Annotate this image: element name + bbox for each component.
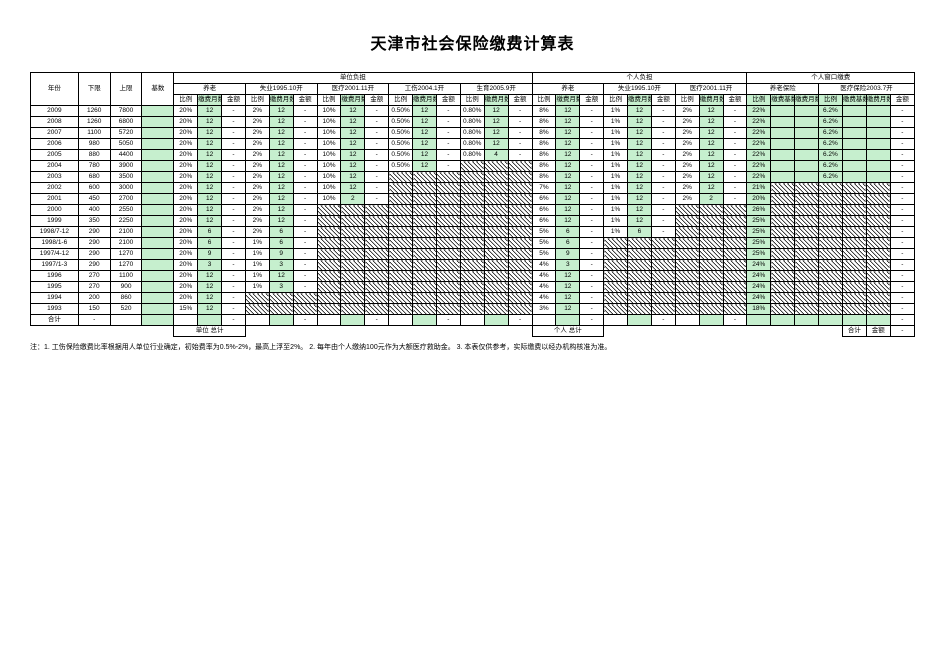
table-row: 2000400255020%12-2%12-6%12-1%12-26%- <box>31 205 915 216</box>
col-year: 年份 <box>31 73 79 106</box>
table-row: 2004780390020%12-2%12-10%12-0.50%12-8%12… <box>31 161 915 172</box>
table-row: 1999350225020%12-2%12-6%12-1%12-25%- <box>31 216 915 227</box>
group-unit: 单位负担 <box>174 73 532 84</box>
col-base: 基数 <box>142 73 174 106</box>
footnote: 注：1. 工伤保险缴费比率根据用人单位行业确定，初始费率为0.5%-2%，最高上… <box>30 343 915 354</box>
table-row: 1998/7-12290210020%6-2%6-5%6-1%6-25%- <box>31 227 915 238</box>
table-row: 1997/4-12290127020%9-1%9-5%9-25%- <box>31 249 915 260</box>
group-personal: 个人负担 <box>532 73 747 84</box>
table-row: 20091260780020%12-2%12-10%12-0.50%12-0.8… <box>31 106 915 117</box>
col-lower: 下限 <box>78 73 110 106</box>
table-row: 2001450270020%12-2%12-10%2-6%12-1%12-2%2… <box>31 194 915 205</box>
table-row: 199527090020%12-1%3-4%12-24%- <box>31 282 915 293</box>
sum-row: 合计---------- <box>31 315 915 326</box>
table-row: 1996270110020%12-1%12-4%12-24%- <box>31 271 915 282</box>
table-row: 20081260680020%12-2%12-10%12-0.50%12-0.8… <box>31 117 915 128</box>
table-row: 199315052015%12-3%12-18%- <box>31 304 915 315</box>
table-row: 1997/1-3290127020%3-1%3-4%3-24%- <box>31 260 915 271</box>
table-row: 2006980505020%12-2%12-10%12-0.50%12-0.80… <box>31 139 915 150</box>
group-window: 个人窗口缴费 <box>747 73 915 84</box>
table-row: 199420086020%12-4%12-24%- <box>31 293 915 304</box>
table-row: 2003680350020%12-2%12-10%12-8%12-1%12-2%… <box>31 172 915 183</box>
table-row: 20071100572020%12-2%12-10%12-0.50%12-0.8… <box>31 128 915 139</box>
table-row: 2002600300020%12-2%12-10%12-7%12-1%12-2%… <box>31 183 915 194</box>
table-row: 1998/1-6290210020%6-1%6-5%6-25%- <box>31 238 915 249</box>
table-row: 2005880440020%12-2%12-10%12-0.50%12-0.80… <box>31 150 915 161</box>
main-table: 年份下限上限基数单位负担个人负担个人窗口缴费养老失业1995.10开医疗2001… <box>30 72 915 337</box>
col-upper: 上限 <box>110 73 142 106</box>
page-title: 天津市社会保险缴费计算表 <box>30 30 915 54</box>
total-row: 单位 总计个人 总计合计金额- <box>31 326 915 337</box>
